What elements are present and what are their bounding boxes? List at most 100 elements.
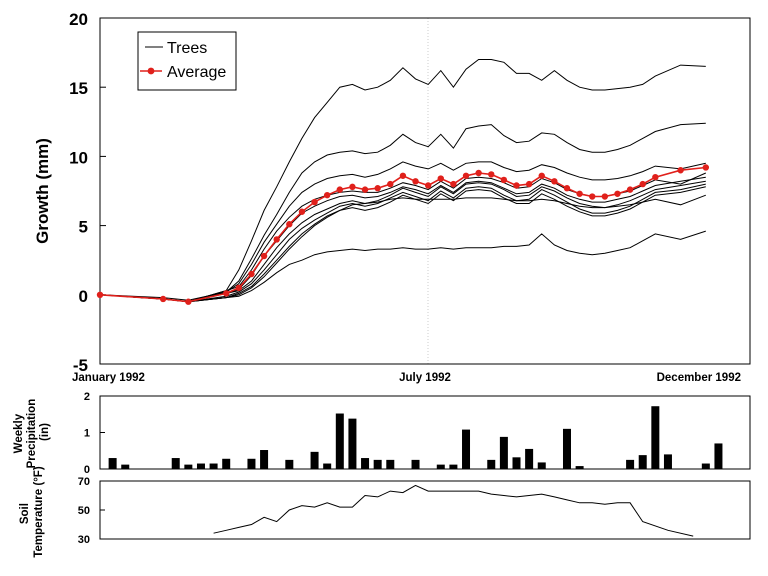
soil-ylabel-line-1: Soil [19, 503, 31, 524]
average-point [412, 178, 419, 185]
average-point [462, 172, 470, 179]
precip-bar [411, 459, 420, 469]
growth-ytick-label: 10 [69, 148, 88, 167]
precip-bar [361, 458, 370, 469]
precip-bar [171, 458, 180, 469]
tree-series-line [99, 176, 706, 303]
precip-bar [196, 463, 205, 469]
precip-bar [701, 463, 710, 469]
average-point [260, 252, 268, 260]
average-point [551, 178, 558, 185]
soil-ytick-label: 30 [78, 534, 90, 546]
average-point [500, 176, 508, 184]
average-point [450, 180, 457, 188]
xtick-label-december: December 1992 [657, 372, 741, 384]
precip-bar [436, 464, 445, 469]
precip-ytick-label: 1 [84, 428, 90, 440]
average-point [513, 182, 520, 189]
xtick-label-january: January 1992 [72, 372, 145, 384]
xtick-label-july: July 1992 [399, 372, 451, 384]
soil-line [213, 484, 694, 537]
precip-bar [562, 428, 571, 469]
average-point [185, 298, 192, 305]
average-point [159, 295, 167, 303]
growth-ytick-label: 20 [69, 10, 88, 29]
legend: Trees Average [137, 31, 237, 91]
average-point [235, 284, 243, 292]
average-point [488, 171, 495, 178]
precip-bar [487, 459, 496, 469]
growth-ytick-label: 15 [69, 79, 88, 98]
soil-temperature-panel: 30 50 70 Soil Temperature (°F) [19, 466, 751, 558]
tree-series-line [99, 194, 706, 303]
average-point [639, 180, 646, 188]
average-point [349, 183, 356, 191]
legend-trees-label: Trees [167, 40, 207, 57]
precip-bar [348, 418, 357, 469]
precip-bar [462, 429, 471, 469]
precip-bar [373, 459, 382, 469]
precip-bar [512, 457, 521, 469]
growth-ylabel: Growth (mm) [33, 138, 52, 244]
average-point [601, 193, 609, 200]
precip-ylabel-line-2: Precipitation [26, 399, 38, 469]
soil-ytick-label: 70 [78, 476, 90, 488]
average-point [399, 172, 407, 179]
precip-bar [499, 436, 508, 469]
soil-y-ticks: 30 50 70 [78, 476, 105, 546]
precip-ytick-label: 0 [84, 464, 90, 476]
average-point [336, 186, 344, 193]
tree-series-line [99, 186, 706, 303]
precip-bar [323, 463, 332, 469]
average-point [652, 173, 659, 181]
soil-ylabel-line-2: Temperature (°F) [33, 466, 45, 557]
average-point [361, 186, 369, 193]
average-point [614, 190, 621, 197]
average-point [576, 190, 583, 197]
average-point [538, 172, 545, 179]
precip-bar [537, 462, 546, 469]
soil-ylabel: Soil Temperature (°F) [19, 466, 45, 557]
tree-series-line [99, 59, 706, 303]
precip-bar [449, 464, 458, 469]
precip-bar [209, 463, 218, 469]
precip-bar [386, 459, 395, 469]
growth-plot-frame [99, 17, 751, 365]
precip-bar [663, 454, 672, 469]
growth-panel: -5 0 5 10 15 20 Growth (mm) January 1992 July… [33, 10, 751, 384]
precip-bar [638, 455, 647, 469]
average-point [248, 270, 255, 278]
soil-temperature-line [213, 484, 694, 537]
legend-box [137, 31, 237, 91]
average-point [286, 221, 293, 228]
average-point [589, 193, 596, 200]
precip-bar [651, 406, 660, 469]
precip-bar [285, 459, 294, 469]
average-point [677, 167, 684, 174]
average-point [298, 208, 306, 215]
precip-bar [525, 448, 534, 469]
growth-ytick-label: -5 [73, 356, 88, 375]
average-series-line [99, 166, 706, 303]
growth-ytick-label: 0 [79, 287, 88, 306]
average-point [96, 291, 104, 298]
average-point [323, 191, 331, 199]
precip-bar [108, 458, 117, 469]
average-point [223, 290, 230, 297]
average-point [311, 198, 318, 206]
tree-series-line [99, 180, 706, 303]
precip-bar [626, 459, 635, 469]
precip-bar [714, 443, 723, 469]
average-point [626, 186, 634, 193]
average-point [475, 169, 482, 177]
growth-ytick-label: 5 [79, 218, 88, 237]
precip-bars [108, 406, 723, 469]
precip-bar [247, 458, 256, 469]
precip-ylabel: Weekly Precipitation (in) [13, 396, 51, 469]
precipitation-panel: 0 1 2 Weekly Precipitation (in) [13, 391, 751, 476]
precip-bar [335, 413, 344, 469]
precip-bar [260, 450, 269, 469]
average-point [525, 180, 533, 188]
precip-bar [121, 464, 130, 469]
